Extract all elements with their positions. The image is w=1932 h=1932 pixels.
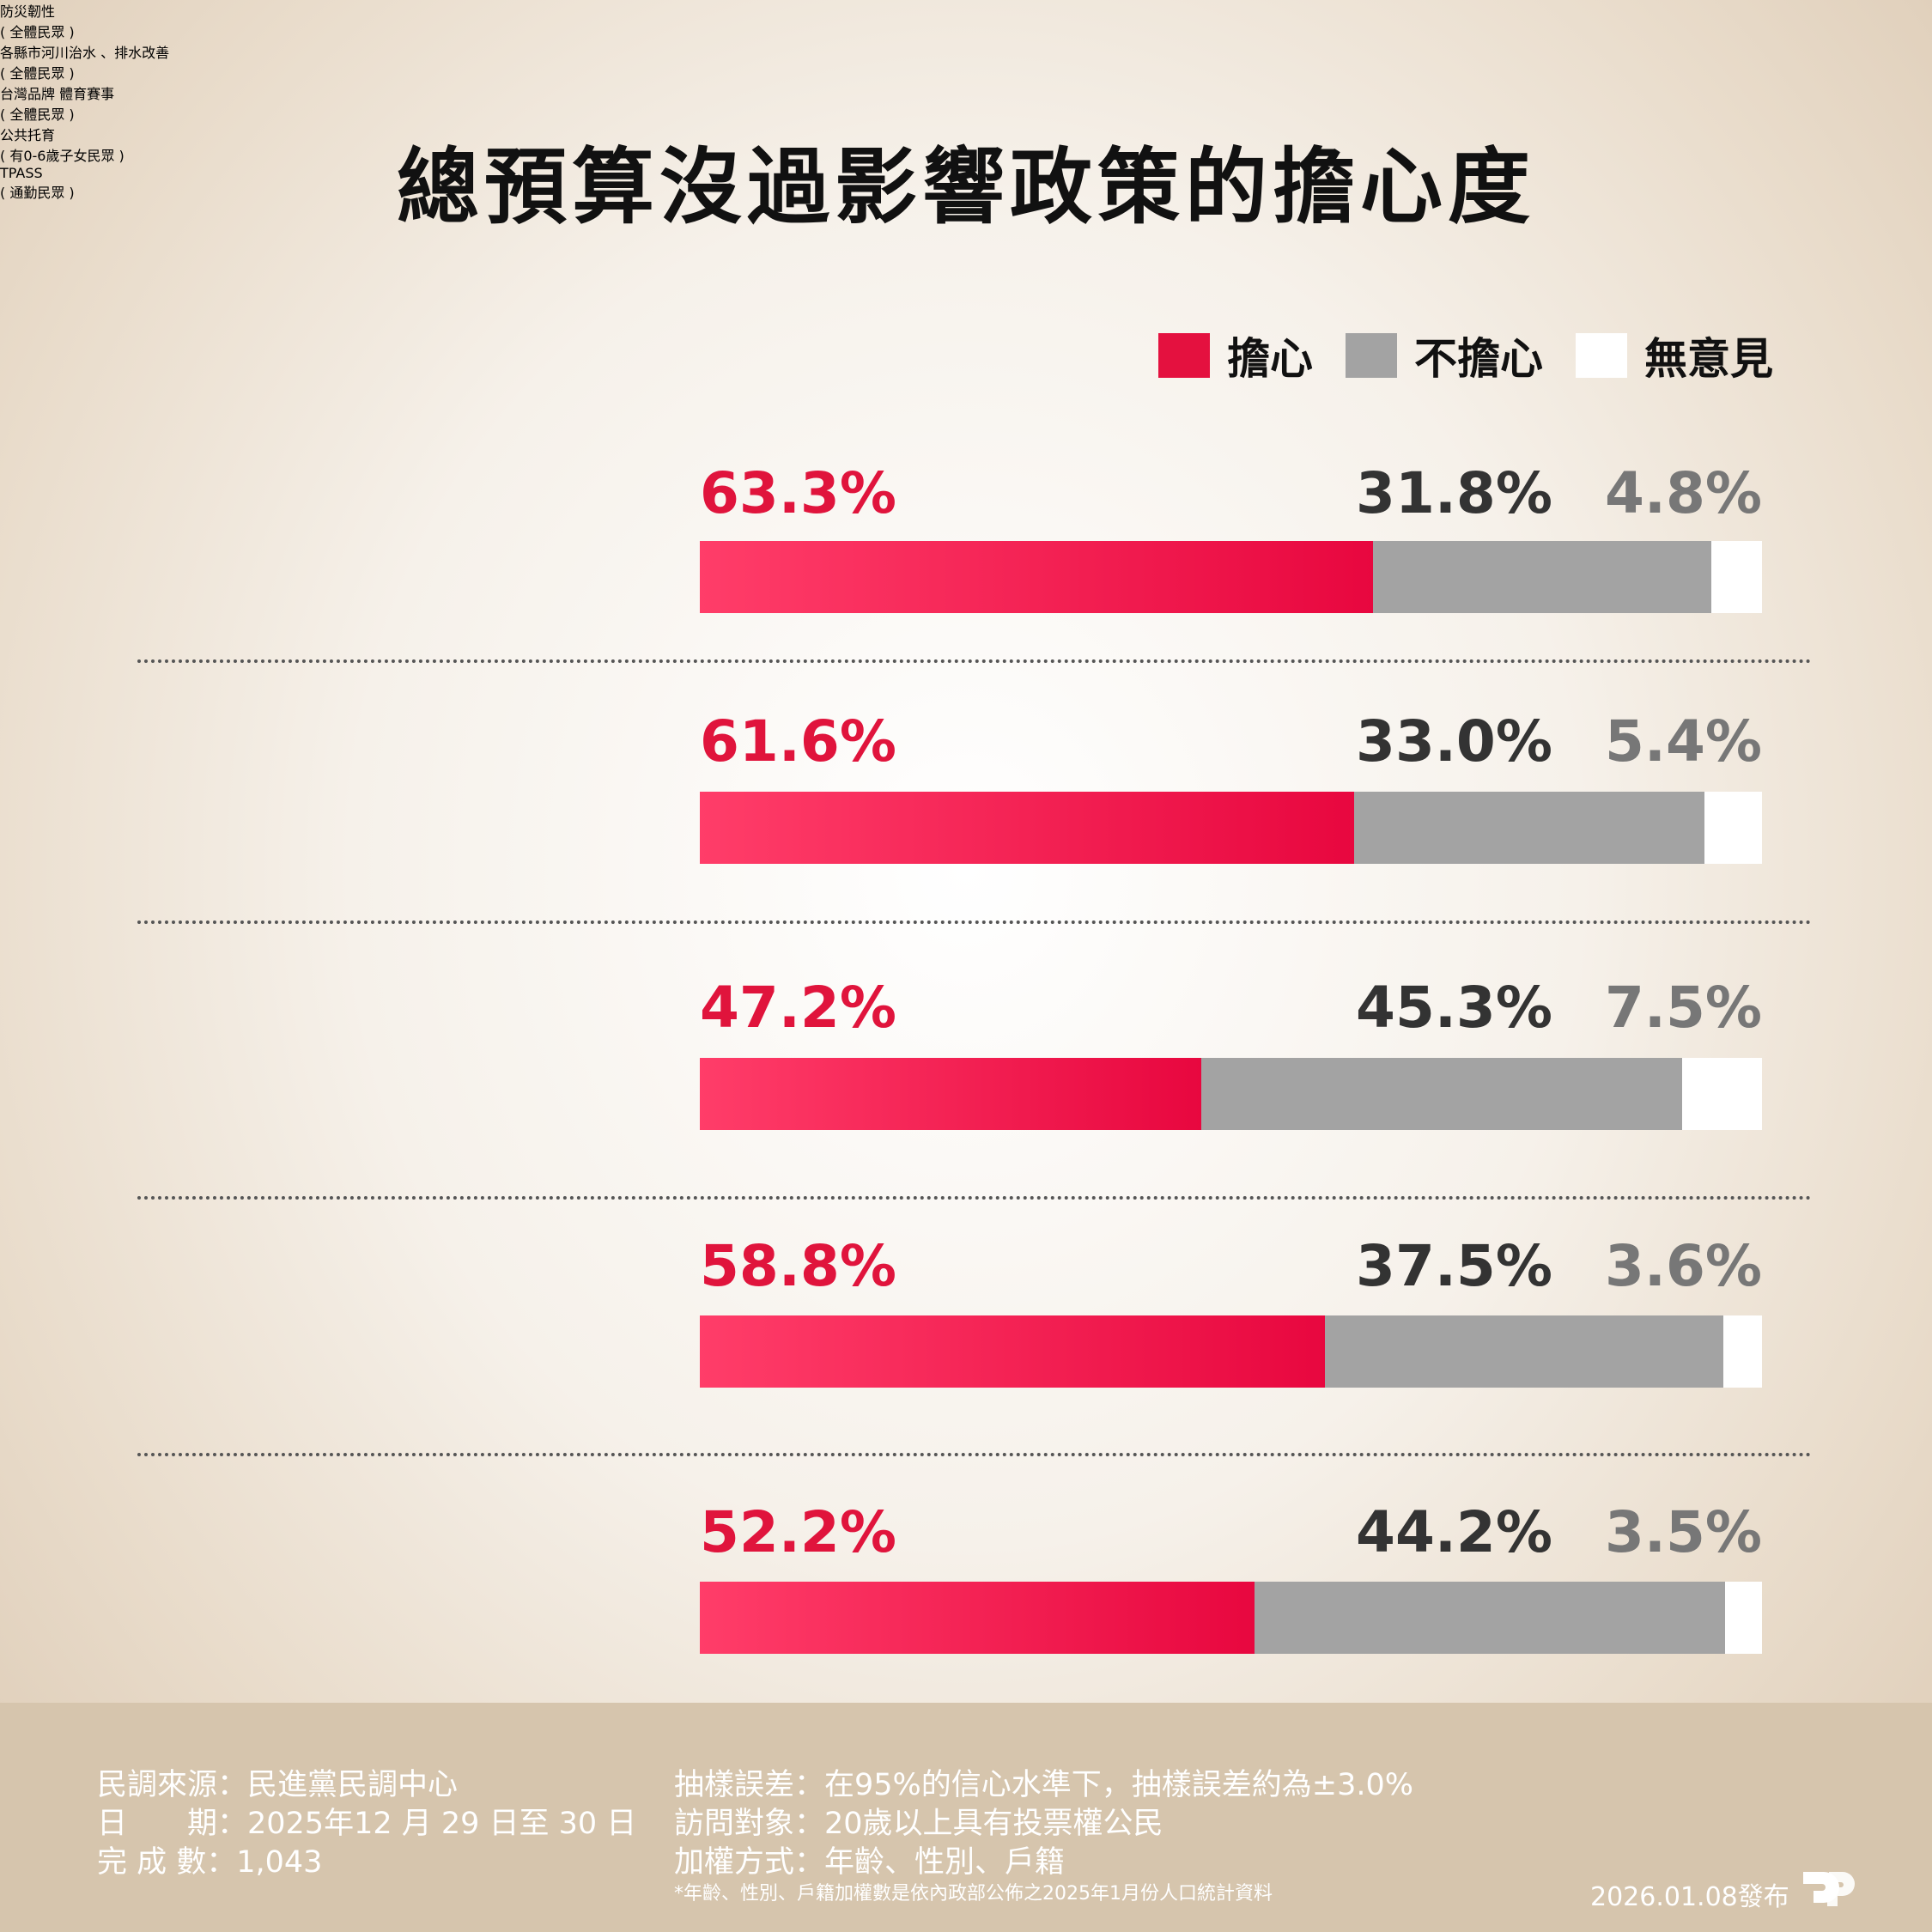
bar-segment-worried — [700, 541, 1373, 613]
value-label-no-opinion: 5.4% — [1604, 708, 1762, 775]
bar-segment-not-worried — [1255, 1582, 1725, 1654]
bar-segment-no-opinion — [1724, 1582, 1762, 1654]
dpp-logo-icon — [1803, 1872, 1855, 1906]
stacked-bar — [700, 541, 1762, 613]
row-sublabel: ( 全體民眾 ) — [0, 24, 75, 40]
bar-segment-not-worried — [1372, 541, 1711, 613]
footer-note: *年齡、性別、戶籍加權數是依內政部公佈之2025年1月份人口統計資料 — [674, 1883, 1273, 1905]
row-label: 台灣品牌 體育賽事 — [0, 86, 115, 102]
stacked-bar — [700, 1058, 1762, 1130]
bar-segment-worried — [700, 1582, 1255, 1654]
value-label-not-worried: 31.8% — [1356, 460, 1552, 526]
value-label-no-opinion: 4.8% — [1604, 460, 1762, 526]
legend-swatch-no-opinion — [1576, 333, 1627, 378]
value-label-not-worried: 44.2% — [1356, 1499, 1552, 1565]
bar-segment-worried — [700, 1058, 1201, 1130]
footer-weight: 加權方式：年齡、性別、戶籍 — [674, 1845, 1066, 1880]
footer — [0, 1703, 1932, 1932]
bar-segment-no-opinion — [1710, 541, 1762, 613]
legend-item-worried: 擔心 — [1158, 325, 1313, 386]
stacked-bar — [700, 792, 1762, 864]
row-divider — [137, 1196, 1812, 1200]
chart-body: 防災韌性 ( 全體民眾 ) 63.3% 31.8% 4.8% 各縣市河川治水 、排水改善 (… — [0, 0, 1932, 1654]
footer-source: 民調來源：民進黨民調中心 — [97, 1768, 459, 1802]
row-label: 各縣市河川治水 、排水改善 — [0, 45, 170, 61]
value-label-worried: 52.2% — [700, 1499, 896, 1565]
value-label-not-worried: 33.0% — [1356, 708, 1552, 775]
row-divider — [137, 1453, 1812, 1456]
stacked-bar — [700, 1315, 1762, 1388]
legend-label-no-opinion: 無意見 — [1644, 334, 1773, 384]
legend-label-worried: 擔心 — [1227, 334, 1313, 384]
row-label: 防災韌性 — [0, 3, 56, 20]
row-sublabel: ( 有0-6歲子女民眾 ) — [0, 148, 125, 164]
row-sublabel: ( 全體民眾 ) — [0, 65, 75, 82]
row-label: 公共托育 — [0, 127, 56, 143]
legend-swatch-worried — [1158, 333, 1210, 378]
legend: 擔心 不擔心 無意見 — [1126, 325, 1773, 386]
value-label-worried: 47.2% — [700, 975, 896, 1041]
value-label-not-worried: 45.3% — [1356, 975, 1552, 1041]
legend-label-not-worried: 不擔心 — [1414, 334, 1543, 384]
row-sublabel: ( 全體民眾 ) — [0, 106, 75, 123]
value-label-not-worried: 37.5% — [1356, 1233, 1552, 1299]
footer-date: 日 期：2025年12 月 29 日至 30 日 — [97, 1807, 637, 1841]
value-label-worried: 63.3% — [700, 460, 896, 526]
value-label-no-opinion: 3.6% — [1604, 1233, 1762, 1299]
value-label-no-opinion: 3.5% — [1604, 1499, 1762, 1565]
value-label-worried: 61.6% — [700, 708, 896, 775]
bar-segment-worried — [700, 1315, 1326, 1388]
footer-error: 抽樣誤差：在95%的信心水準下，抽樣誤差約為±3.0% — [674, 1768, 1414, 1802]
footer-count: 完 成 數：1,043 — [97, 1845, 323, 1880]
row-label: TPASS — [0, 165, 43, 181]
bar-segment-worried — [700, 792, 1354, 864]
legend-item-no-opinion: 無意見 — [1576, 325, 1773, 386]
bar-segment-not-worried — [1200, 1058, 1683, 1130]
row-sublabel: ( 通勤民眾 ) — [0, 185, 75, 201]
row-divider — [137, 920, 1812, 924]
bar-segment-not-worried — [1353, 792, 1705, 864]
bar-segment-no-opinion — [1682, 1058, 1762, 1130]
bar-segment-no-opinion — [1704, 792, 1762, 864]
value-label-worried: 58.8% — [700, 1233, 896, 1299]
bar-segment-no-opinion — [1723, 1315, 1762, 1388]
bar-segment-not-worried — [1325, 1315, 1724, 1388]
stacked-bar — [700, 1582, 1762, 1654]
row-divider — [137, 659, 1812, 663]
value-label-no-opinion: 7.5% — [1604, 975, 1762, 1041]
legend-swatch-not-worried — [1346, 333, 1397, 378]
legend-item-not-worried: 不擔心 — [1346, 325, 1543, 386]
publish-date: 2026.01.08發布 — [1590, 1882, 1789, 1912]
chart-title: 總預算沒過影響政策的擔心度 — [397, 139, 1535, 235]
footer-target: 訪問對象：20歲以上具有投票權公民 — [674, 1807, 1163, 1841]
